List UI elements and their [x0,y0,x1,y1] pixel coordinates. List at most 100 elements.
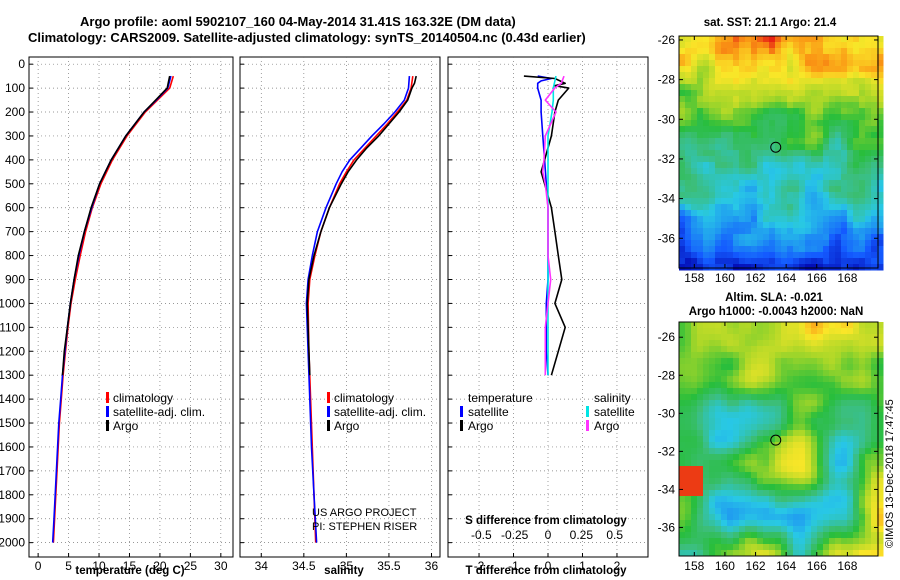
map-cell [757,376,764,383]
map-cell [745,144,752,151]
map-cell [823,400,830,407]
map-cell [763,334,770,341]
map-cell [703,246,710,253]
map-cell [769,532,776,539]
map-cell [805,322,812,329]
legend-label-satellite: satellite-adj. clim. [113,405,205,419]
map-cell [751,72,758,79]
map-cell [829,448,836,455]
map-cell [817,328,824,335]
map-cell [829,264,836,271]
map-cell [733,132,740,139]
map-cell [769,442,776,449]
map-cell [745,90,752,97]
map-cell [763,532,770,539]
map-cell [847,78,854,85]
map-cell [823,364,830,371]
map-cell [679,550,686,557]
map-cell [751,472,758,479]
map-cell [841,382,848,389]
map-cell [733,150,740,157]
map-cell [685,340,692,347]
map-cell [697,436,704,443]
map-cell [817,144,824,151]
map-cell [817,138,824,145]
map-cell [703,42,710,49]
map-cell [865,234,872,241]
map-cell [715,120,722,127]
map-cell [697,358,704,365]
legend-swatch-climatology [327,392,330,403]
map-cell [853,490,860,497]
map-cell [853,162,860,169]
map-cell [781,340,788,347]
map-cell [703,436,710,443]
map-cell [739,514,746,521]
map-cell [787,234,794,241]
map-cell [775,126,782,133]
map-cell [847,150,854,157]
map-cell [679,478,686,485]
map-cell [793,514,800,521]
map-cell [679,484,686,491]
map-cell [727,394,734,401]
map-cell [877,442,884,449]
map-cell [757,54,764,61]
map-cell [679,544,686,551]
map-cell [823,198,830,205]
map-cell [697,54,704,61]
map-cell [703,96,710,103]
map-cell [763,364,770,371]
map-cell [691,376,698,383]
map-cell [727,544,734,551]
map-cell [727,376,734,383]
map-cell [739,424,746,431]
map-cell [787,400,794,407]
map-cell [793,322,800,329]
map-cell [859,162,866,169]
map-cell [877,222,884,229]
map-cell [853,210,860,217]
map-cell [793,424,800,431]
map-cell [691,162,698,169]
map-cell [733,72,740,79]
argo-position-marker [770,434,782,446]
map-cell [733,436,740,443]
map-cell [793,472,800,479]
map-cell [751,138,758,145]
map-cell [805,102,812,109]
map-cell [805,180,812,187]
map-cell [757,430,764,437]
map-cell [709,240,716,247]
map-cell [829,532,836,539]
map-cell [769,412,776,419]
map-cell [805,72,812,79]
map-cell [859,204,866,211]
map-cell [805,126,812,133]
map-cell [817,240,824,247]
map-cell [757,132,764,139]
map-cell [697,418,704,425]
map-cell [787,192,794,199]
map-cell [727,162,734,169]
map-cell [853,126,860,133]
map-cell [709,340,716,347]
map-cell [703,60,710,67]
map-cell [763,168,770,175]
map-cell [823,490,830,497]
map-cell [811,66,818,73]
map-cell [811,240,818,247]
map-cell [847,90,854,97]
map-cell [877,526,884,533]
map-cell [793,66,800,73]
map-cell [691,514,698,521]
map-cell [823,346,830,353]
map-cell [697,322,704,329]
map-cell [847,174,854,181]
map-cell [871,252,878,259]
map-cell [709,126,716,133]
map-cell [715,454,722,461]
map-cell [691,532,698,539]
map-cell [733,120,740,127]
map-cell [781,382,788,389]
